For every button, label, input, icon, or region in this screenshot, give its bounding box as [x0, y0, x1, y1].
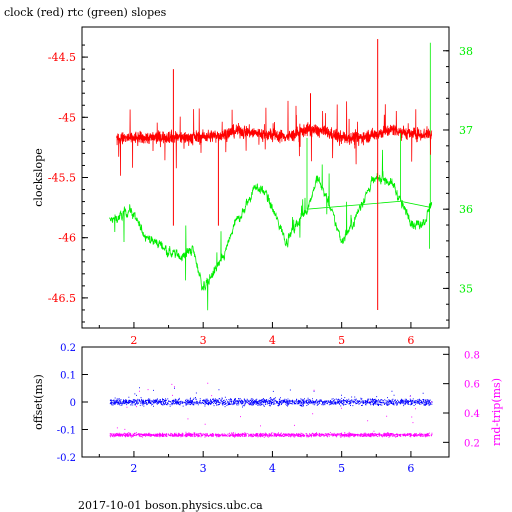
bottom-y2-tick-label: 0.6 — [464, 380, 480, 391]
bottom-x-tick-label: 2 — [130, 462, 137, 475]
footer-text: 2017-10-01 boson.physics.ubc.ca — [78, 499, 263, 512]
bottom-y-tick-label: -0.1 — [57, 426, 76, 437]
top-x-tick-label: 4 — [269, 334, 276, 347]
top-y2-tick-label: 36 — [459, 203, 473, 216]
bottom-y2-tick-label: 0.2 — [464, 438, 480, 449]
bottom-y-tick-label: 0 — [70, 398, 76, 409]
top-y2-tick-label: 38 — [459, 45, 473, 58]
top-y-tick-label: -46.5 — [48, 292, 76, 305]
top-y2-tick-label: 35 — [459, 282, 473, 295]
top-x-tick-label: 6 — [407, 334, 414, 347]
bottom-y-tick-label: -0.2 — [57, 453, 76, 464]
bottom-y2-tick-label: 0.8 — [464, 350, 480, 361]
top-x-tick-label: 2 — [130, 334, 137, 347]
bottom-x-tick-label: 3 — [200, 462, 207, 475]
clock-series-line — [116, 100, 433, 176]
bottom-x-tick-label: 4 — [269, 462, 276, 475]
top-x-tick-label: 3 — [200, 334, 207, 347]
bottom-y2-tick-label: 0.4 — [464, 409, 480, 420]
offset-scatter-points — [109, 387, 433, 408]
bottom-y2-axis-label: rnd-trip(ms) — [490, 378, 503, 446]
top-y-tick-label: -45.5 — [48, 172, 76, 185]
bottom-y-tick-label: 0.1 — [60, 371, 76, 382]
top-y2-tick-label: 37 — [459, 124, 473, 137]
bottom-x-tick-label: 5 — [338, 462, 345, 475]
rtc-series-line — [109, 42, 433, 311]
bottom-y-axis-label: offset(ms) — [32, 374, 45, 430]
top-x-tick-label: 5 — [338, 334, 345, 347]
top-y-tick-label: -46 — [58, 232, 76, 245]
top-y-tick-label: -44.5 — [48, 51, 76, 64]
bottom-x-tick-label: 6 — [407, 462, 414, 475]
chart-title: clock (red) rtc (green) slopes — [4, 6, 167, 19]
bottom-y-tick-label: 0.2 — [60, 343, 76, 354]
top-panel: 2 3 4 5 6 -44.5 -45 -45.5 -46 -46.5 35 36 37 38 clocks… — [32, 26, 473, 347]
top-plot-frame — [81, 26, 450, 329]
rnd-trip-scatter-points — [109, 382, 433, 438]
bottom-panel: 2 3 4 5 6 0.2 0.1 0 -0.1 -0.2 0.8 0.6 0.4 0.2 offset(m… — [32, 343, 503, 475]
top-y-axis-label: clockslope — [32, 148, 45, 206]
top-y-tick-label: -45 — [58, 111, 76, 124]
